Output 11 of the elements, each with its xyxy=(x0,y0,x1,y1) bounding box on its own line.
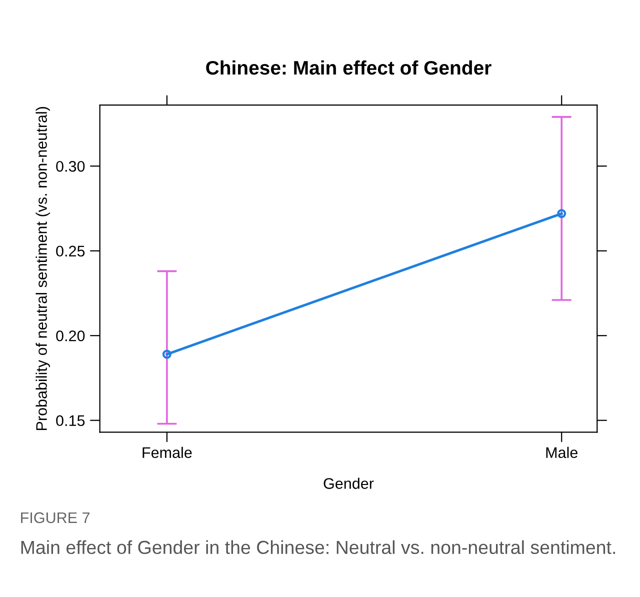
chart-title: Chinese: Main effect of Gender xyxy=(206,60,492,75)
y-tick-label: 0.25 xyxy=(56,246,85,257)
y-tick-label: 0.30 xyxy=(56,160,85,172)
x-tick-label: Female xyxy=(142,446,192,458)
x-axis-title: Gender xyxy=(324,478,374,489)
y-axis-title: Probability of neutral sentiment (vs. non-neutral) xyxy=(36,106,50,430)
y-tick-label: 0.15 xyxy=(56,415,85,426)
text: Main effect of Gender in the Chinese: Neutral vs. non-neutral sentiment. xyxy=(21,540,615,554)
x-tick-label: Male xyxy=(546,446,578,458)
caption: FIGURE 7 xyxy=(21,512,90,524)
y-tick-label: 0.20 xyxy=(56,330,85,342)
